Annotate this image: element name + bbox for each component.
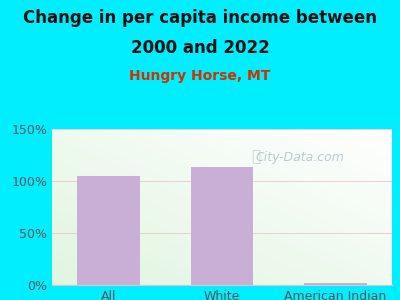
Bar [191,167,253,285]
Bar [78,176,140,285]
Text: ⦿: ⦿ [252,150,260,165]
Bar [304,283,366,285]
Text: Change in per capita income between: Change in per capita income between [23,9,377,27]
Text: 2000 and 2022: 2000 and 2022 [131,39,269,57]
Text: City-Data.com: City-Data.com [256,151,345,164]
Text: Hungry Horse, MT: Hungry Horse, MT [129,69,271,83]
